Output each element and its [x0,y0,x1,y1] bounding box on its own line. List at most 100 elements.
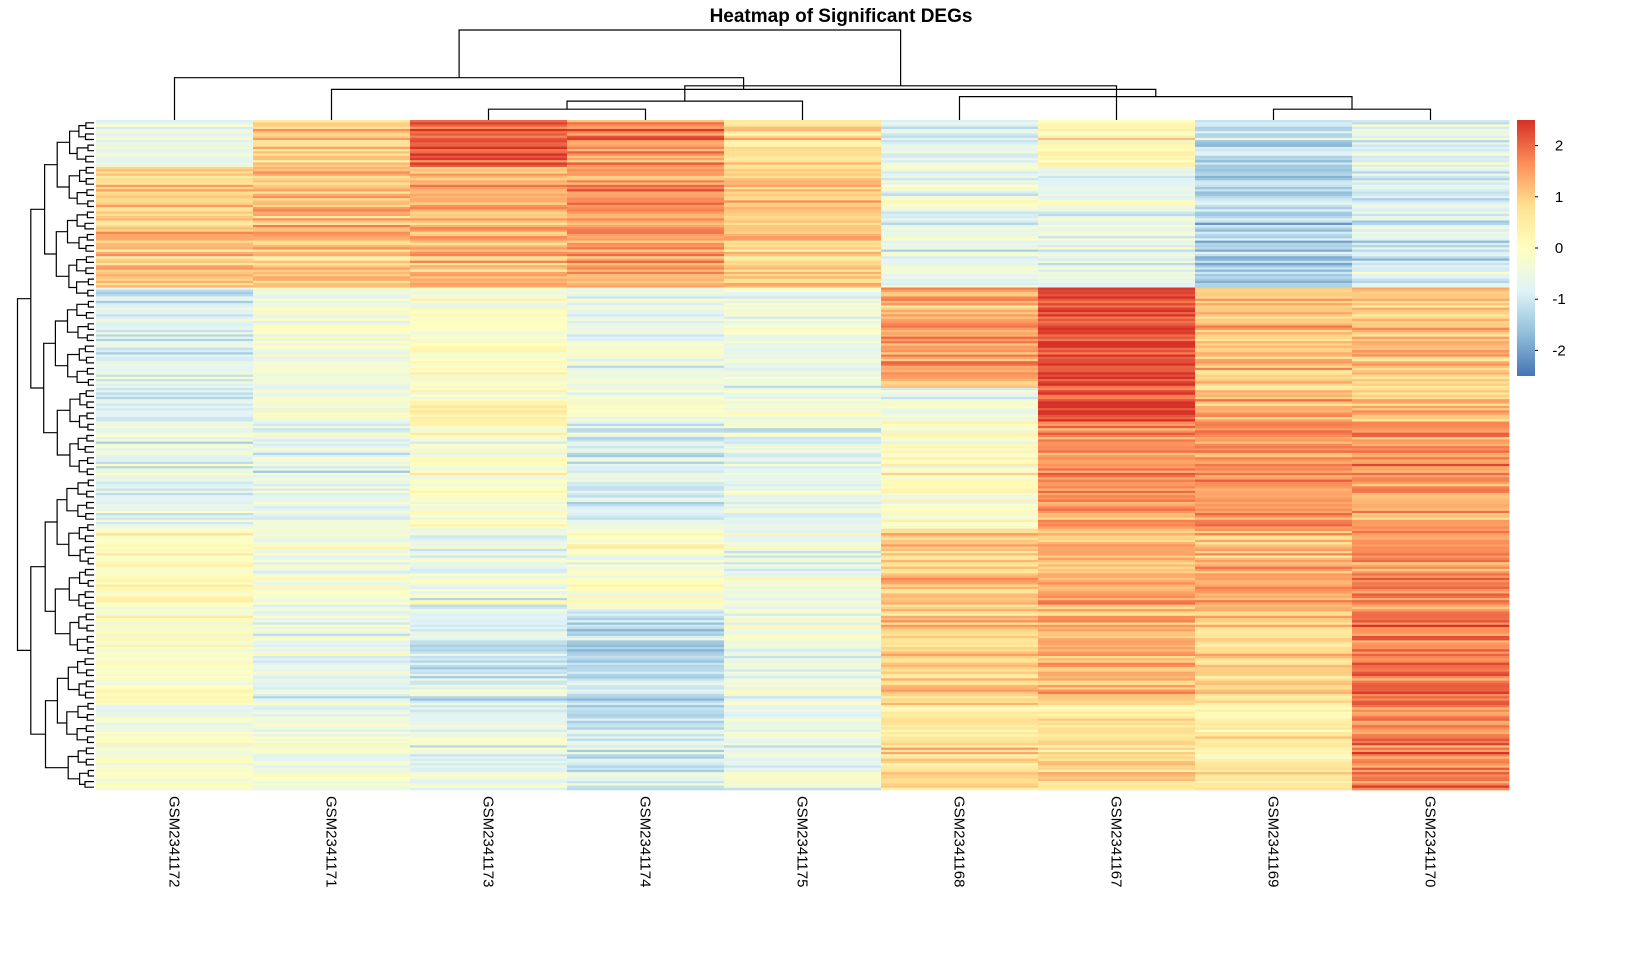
heatmap-cell [724,385,882,389]
heatmap-cell [96,309,254,313]
heatmap-cell [96,551,254,554]
heatmap-cell [96,765,254,769]
heatmap-cell [1352,618,1510,621]
heatmap-cell [1195,769,1353,773]
heatmap-cell [567,450,725,454]
heatmap-cell [410,323,568,326]
heatmap-cell [567,597,725,601]
heatmap-cell [253,660,411,664]
heatmap-cell [881,738,1039,742]
heatmap-cell [410,140,568,143]
heatmap-cell [881,495,1039,498]
heatmap-cell [567,497,725,501]
legend-color-bar [1517,120,1535,376]
heatmap-cell [724,785,882,789]
heatmap-cell [1038,358,1196,362]
heatmap-cell [567,405,725,409]
heatmap-cell [1038,307,1196,311]
heatmap-cell [567,595,725,599]
heatmap-cell [1352,769,1510,773]
heatmap-cell [1038,640,1196,643]
heatmap-cell [567,220,725,224]
heatmap-cell [724,682,882,686]
heatmap-cell [410,202,568,206]
heatmap-cell [1038,370,1196,373]
heatmap-cell [1195,510,1353,514]
heatmap-cell [567,638,725,641]
heatmap-cell [567,321,725,324]
heatmap-cell [881,678,1039,681]
heatmap-cell [1352,432,1510,436]
heatmap-cell [1038,479,1196,483]
heatmap-cell [1195,218,1353,221]
heatmap-cell [567,428,725,431]
heatmap-cell [410,358,568,362]
row-dendrogram-branch [79,571,89,584]
heatmap-cell [253,673,411,677]
heatmap-cell [96,763,254,766]
row-dendrogram-branch [30,566,46,735]
heatmap-cell [1195,501,1353,505]
heatmap-cell [1195,245,1353,248]
heatmap-cell [567,191,725,195]
heatmap-cell [1038,126,1196,130]
heatmap-cell [1195,522,1353,525]
heatmap-cell [1038,747,1196,751]
heatmap-cell [1195,298,1353,302]
heatmap-cell [1352,495,1510,498]
heatmap-cell [1195,269,1353,273]
heatmap-cell [1195,231,1353,235]
heatmap-cell [881,497,1039,501]
heatmap-cell [881,276,1039,279]
heatmap-cell [96,564,254,568]
heatmap-cell [567,417,725,420]
heatmap-cell [567,434,725,438]
heatmap-cell [724,441,882,445]
heatmap-cell [1352,209,1510,212]
heatmap-cell [724,702,882,706]
heatmap-cell [724,298,882,302]
heatmap-cell [567,122,725,125]
heatmap-cell [253,568,411,572]
heatmap-cell [410,345,568,349]
heatmap-cell [567,738,725,742]
heatmap-cell [96,207,254,210]
heatmap-cell [253,501,411,505]
heatmap-cell [1195,242,1353,246]
heatmap-cell [253,238,411,241]
heatmap-cell [410,256,568,259]
heatmap-cell [1352,633,1510,637]
heatmap-cell [724,582,882,585]
heatmap-cell [724,591,882,594]
heatmap-cell [1195,517,1353,521]
heatmap-cell [881,224,1039,228]
heatmap-cell [1352,593,1510,597]
heatmap-cell [253,734,411,737]
heatmap-cell [410,729,568,733]
heatmap-cell [567,524,725,527]
heatmap-cell [253,343,411,346]
heatmap-cell [1038,169,1196,172]
heatmap-cell [1038,455,1196,458]
heatmap-cell [1195,394,1353,398]
heatmap-cell [567,685,725,688]
heatmap-cell [567,689,725,693]
heatmap-cell [724,680,882,684]
heatmap-cell [410,508,568,512]
heatmap-cell [567,365,725,369]
heatmap-cell [1352,285,1510,288]
heatmap-cell [724,390,882,393]
heatmap-cell [724,175,882,179]
heatmap-cell [96,198,254,201]
heatmap-cell [253,162,411,166]
heatmap-cell [1352,723,1510,726]
heatmap-cell [724,711,882,715]
heatmap-cell [96,122,254,125]
row-dendrogram-branch [54,588,70,635]
heatmap-cell [410,124,568,128]
heatmap-cell [96,457,254,460]
heatmap-cell [567,238,725,241]
heatmap-cell [96,160,254,163]
heatmap-cell [881,140,1039,143]
heatmap-cell [253,229,411,233]
